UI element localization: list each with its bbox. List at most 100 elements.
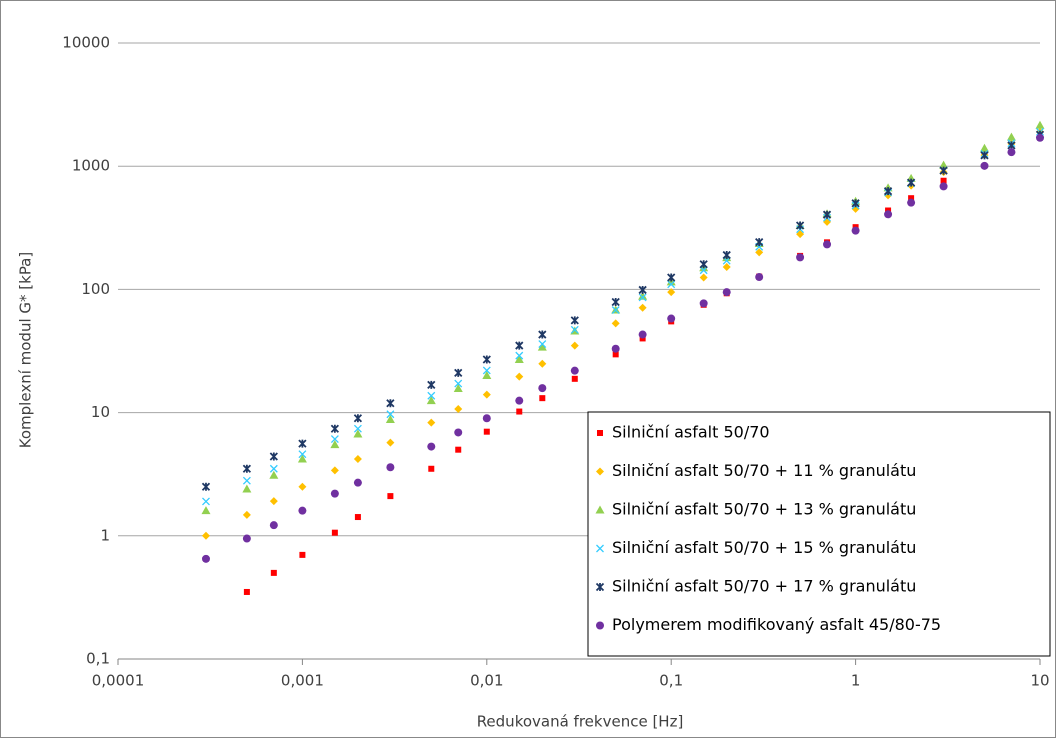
point [611,306,620,314]
point [755,248,764,257]
point [699,299,708,308]
point [298,439,307,448]
point [386,399,395,408]
point [428,465,435,472]
legend-marker [597,430,603,436]
point [330,435,339,444]
x-tick-label: 10 [1030,672,1049,690]
point [427,380,436,389]
legend-marker [595,582,605,592]
point [330,424,340,433]
point [201,506,211,515]
point [242,464,252,473]
point [611,297,620,307]
point [612,351,619,358]
point [353,424,362,433]
point [427,391,436,400]
point [269,470,279,479]
point [907,198,916,207]
point [1006,132,1016,141]
x-tick-label: 0,001 [281,672,324,690]
point [570,366,579,375]
point [822,210,832,219]
point [570,341,579,350]
point [331,529,338,536]
point [571,375,578,382]
point [570,316,579,325]
point [699,266,708,275]
point [611,319,620,328]
point [454,428,463,437]
point [330,466,339,475]
point [202,497,210,506]
point [386,463,395,472]
point [269,497,278,506]
point [980,151,989,160]
point [298,506,307,515]
point [483,428,490,435]
point [940,177,947,184]
point [906,178,916,187]
x-axis-title: Redukovaná frekvence [Hz] [477,713,684,731]
point [482,366,491,375]
x-tick-label: 1 [851,672,861,690]
y-tick-label: 10000 [62,34,110,52]
point [386,410,395,419]
legend-marker [596,621,604,630]
point [201,554,210,563]
point [539,395,546,402]
point [667,314,676,323]
point [270,569,277,576]
legend-marker [595,505,605,514]
point [426,396,436,405]
point [795,221,805,230]
point [667,273,676,282]
point [482,414,491,423]
legend-label: Silniční asfalt 50/70 + 17 % granulátu [612,577,916,596]
point [538,340,547,349]
point [699,260,708,269]
point [570,325,579,334]
point [453,383,463,392]
y-tick-label: 10 [91,403,110,421]
point [980,161,989,170]
point [482,355,491,364]
point [823,240,832,249]
point [299,551,306,558]
point [515,341,524,350]
legend-marker [596,544,604,553]
y-axis-title: Komplexní modul G* [kPa] [17,252,35,448]
point [242,476,251,485]
point [538,384,547,393]
legend-marker [596,467,604,476]
point [269,521,278,530]
point [201,482,211,491]
point [638,285,647,295]
point [385,414,395,423]
point [611,344,620,353]
point [242,510,251,519]
point [537,342,547,351]
point [1007,148,1016,157]
point [755,273,764,282]
point [353,455,362,464]
point [851,226,860,235]
point [722,250,731,260]
point [515,351,524,360]
point [427,442,436,451]
point [538,359,547,368]
legend-label: Silniční asfalt 50/70 + 15 % granulátu [612,538,916,557]
point [298,482,307,491]
point [201,531,210,540]
point [638,291,648,300]
point [454,368,463,378]
point [269,464,278,473]
point [454,379,463,388]
point [353,478,362,487]
point [939,182,948,191]
point [353,414,363,423]
legend-label: Silniční asfalt 50/70 + 13 % granulátu [612,500,916,519]
point [482,371,492,380]
point [699,273,708,282]
y-tick-label: 1000 [72,157,110,175]
